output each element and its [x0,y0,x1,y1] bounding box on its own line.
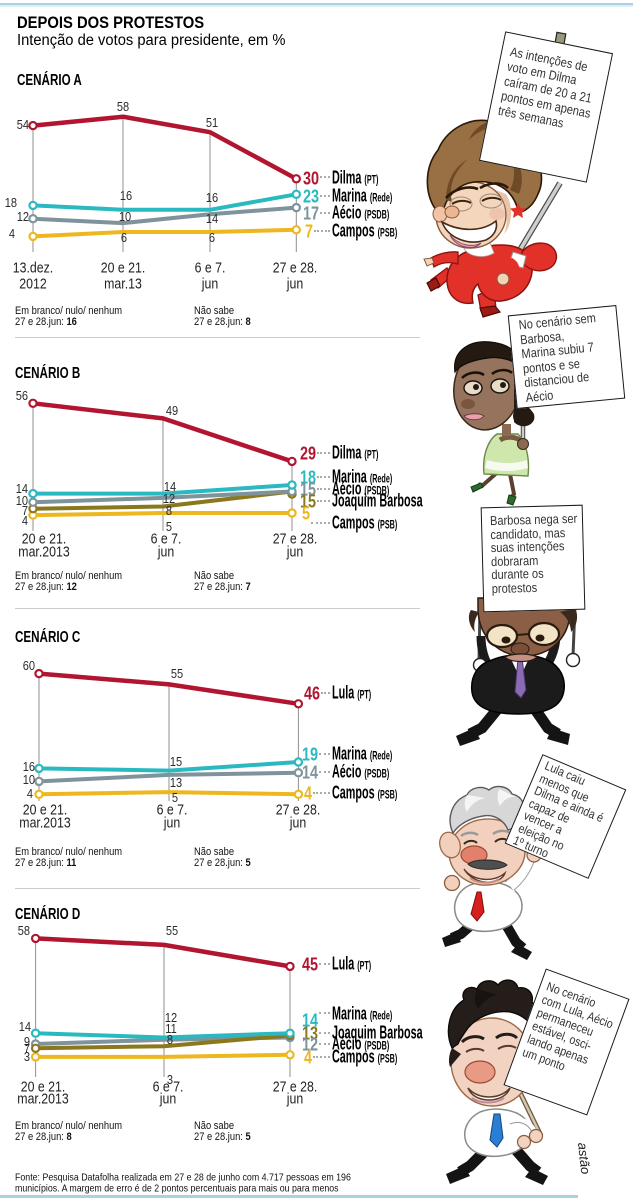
svg-text:astão: astão [575,1142,593,1175]
